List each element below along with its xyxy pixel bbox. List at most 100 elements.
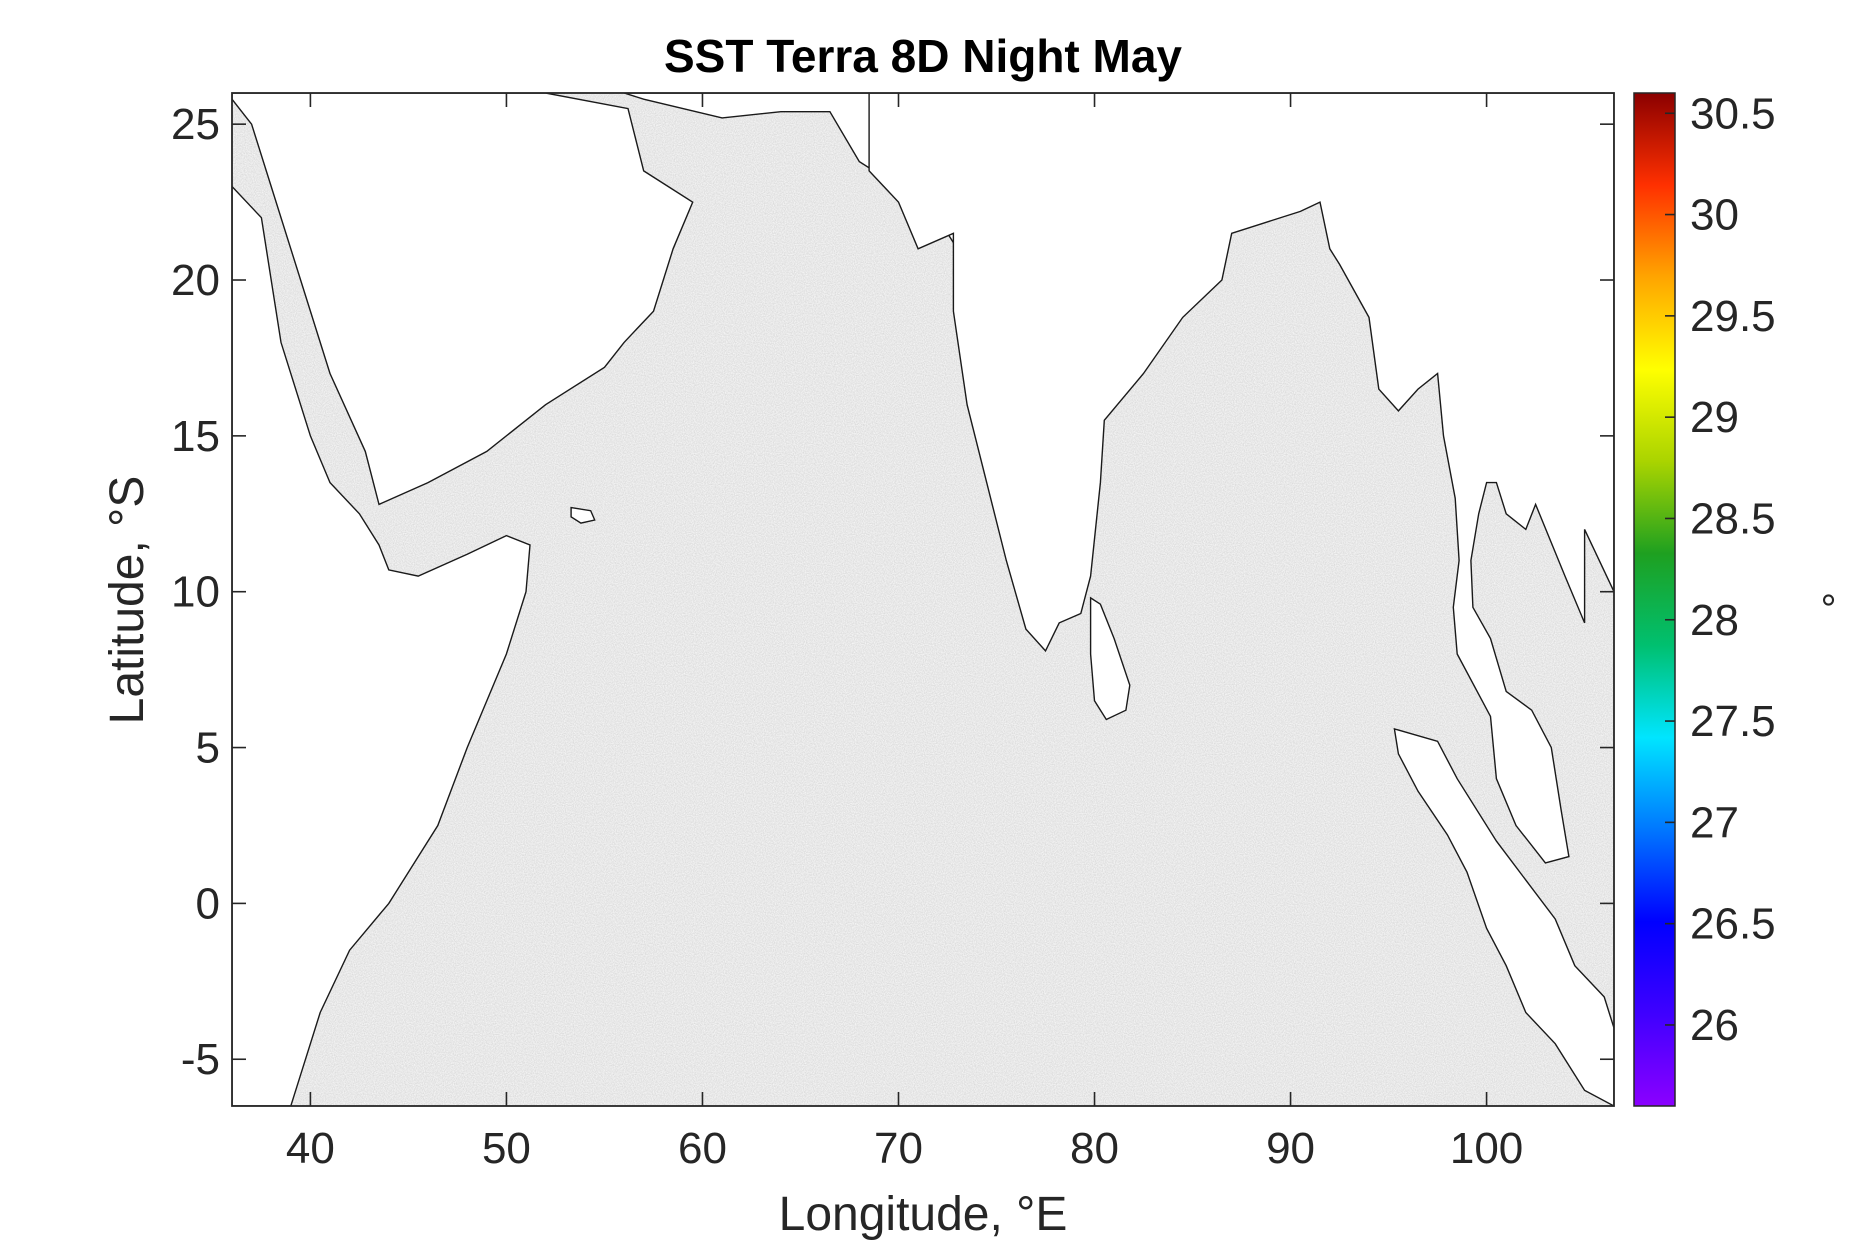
sst-cell bbox=[947, 981, 958, 998]
sst-cell bbox=[663, 467, 674, 484]
sst-cell bbox=[663, 1028, 674, 1045]
sst-cell bbox=[859, 1012, 870, 1029]
sst-cell bbox=[516, 934, 527, 951]
sst-cell bbox=[780, 622, 792, 640]
sst-cell bbox=[908, 435, 919, 453]
sst-cell bbox=[878, 607, 890, 624]
sst-cell bbox=[976, 560, 988, 577]
sst-cell bbox=[467, 996, 478, 1014]
sst-cell bbox=[937, 716, 949, 733]
sst-cell bbox=[869, 404, 880, 421]
sst-cell bbox=[545, 654, 556, 671]
sst-cell bbox=[918, 965, 929, 982]
sst-cell bbox=[790, 856, 802, 873]
sst-cell bbox=[604, 638, 615, 655]
sst-cell bbox=[790, 622, 802, 640]
sst-cell bbox=[761, 669, 772, 686]
sst-cell bbox=[702, 139, 713, 156]
sst-cell bbox=[878, 763, 890, 780]
sst-cell bbox=[771, 763, 782, 780]
sst-cell bbox=[555, 389, 566, 406]
sst-cell bbox=[898, 716, 909, 733]
sst-cell bbox=[947, 435, 958, 453]
sst-cell bbox=[379, 919, 390, 936]
sst-cell bbox=[496, 1074, 507, 1091]
sst-cell bbox=[526, 638, 537, 655]
sst-cell bbox=[869, 389, 880, 406]
sst-cell bbox=[869, 965, 880, 982]
sst-cell bbox=[643, 1028, 655, 1045]
sst-cell bbox=[526, 622, 537, 640]
sst-cell bbox=[771, 919, 782, 936]
sst-cell bbox=[761, 1012, 772, 1029]
sst-cell bbox=[447, 482, 458, 499]
sst-cell bbox=[741, 1012, 753, 1029]
sst-cell bbox=[810, 217, 821, 234]
sst-cell bbox=[878, 1012, 890, 1029]
sst-cell bbox=[388, 903, 400, 920]
sst-cell bbox=[486, 716, 498, 733]
sst-cell bbox=[526, 435, 537, 453]
sst-cell bbox=[702, 467, 713, 484]
sst-cell bbox=[761, 513, 772, 530]
sst-cell bbox=[869, 872, 880, 889]
sst-cell bbox=[937, 887, 949, 904]
sst-cell bbox=[526, 887, 537, 904]
sst-cell bbox=[535, 482, 547, 499]
sst-cell bbox=[281, 311, 292, 328]
sst-cell bbox=[731, 186, 743, 203]
sst-cell bbox=[673, 1012, 684, 1029]
sst-cell bbox=[741, 981, 753, 998]
sst-cell bbox=[790, 872, 802, 889]
sst-cell bbox=[849, 264, 860, 281]
sst-cell bbox=[486, 919, 498, 936]
sst-cell bbox=[457, 467, 468, 484]
sst-cell bbox=[771, 778, 782, 795]
sst-cell bbox=[516, 887, 527, 904]
sst-cell bbox=[859, 202, 870, 219]
sst-cell bbox=[682, 498, 694, 515]
sst-cell bbox=[467, 965, 478, 982]
sst-cell bbox=[908, 1012, 919, 1029]
sst-cell bbox=[437, 1090, 449, 1106]
sst-cell bbox=[888, 950, 900, 967]
sst-cell bbox=[428, 1012, 439, 1029]
sst-cell bbox=[359, 482, 370, 499]
sst-cell bbox=[741, 139, 753, 156]
sst-cell bbox=[741, 856, 753, 873]
sst-cell bbox=[947, 1043, 958, 1060]
sst-cell bbox=[535, 654, 547, 671]
sst-cell bbox=[437, 1012, 449, 1029]
sst-cell bbox=[751, 794, 762, 811]
sst-cell bbox=[692, 654, 704, 671]
sst-cell bbox=[575, 778, 586, 795]
sst-cell bbox=[869, 638, 880, 655]
sst-cell bbox=[898, 280, 909, 297]
sst-cell bbox=[829, 654, 841, 671]
sst-cell bbox=[869, 202, 880, 219]
sst-cell bbox=[967, 513, 978, 530]
sst-cell bbox=[761, 280, 772, 297]
sst-cell bbox=[908, 607, 919, 624]
sst-cell bbox=[869, 1028, 880, 1045]
sst-cell bbox=[506, 638, 517, 655]
sst-cell bbox=[702, 1043, 713, 1060]
sst-cell bbox=[751, 108, 762, 125]
sst-cell bbox=[594, 529, 606, 546]
sst-cell bbox=[918, 700, 929, 717]
sst-cell bbox=[545, 934, 556, 951]
sst-cell bbox=[526, 1059, 537, 1076]
sst-cell bbox=[839, 794, 851, 811]
sst-cell bbox=[653, 373, 664, 390]
sst-cell bbox=[486, 996, 498, 1014]
sst-cell bbox=[947, 342, 958, 359]
sst-cell bbox=[300, 295, 311, 312]
sst-cell bbox=[849, 778, 860, 795]
sst-cell bbox=[565, 513, 576, 530]
sst-cell bbox=[516, 498, 527, 515]
sst-cell bbox=[829, 170, 841, 188]
sst-cell bbox=[643, 716, 655, 733]
sst-cell bbox=[565, 654, 576, 671]
sst-cell bbox=[663, 685, 674, 702]
sst-cell bbox=[702, 685, 713, 702]
